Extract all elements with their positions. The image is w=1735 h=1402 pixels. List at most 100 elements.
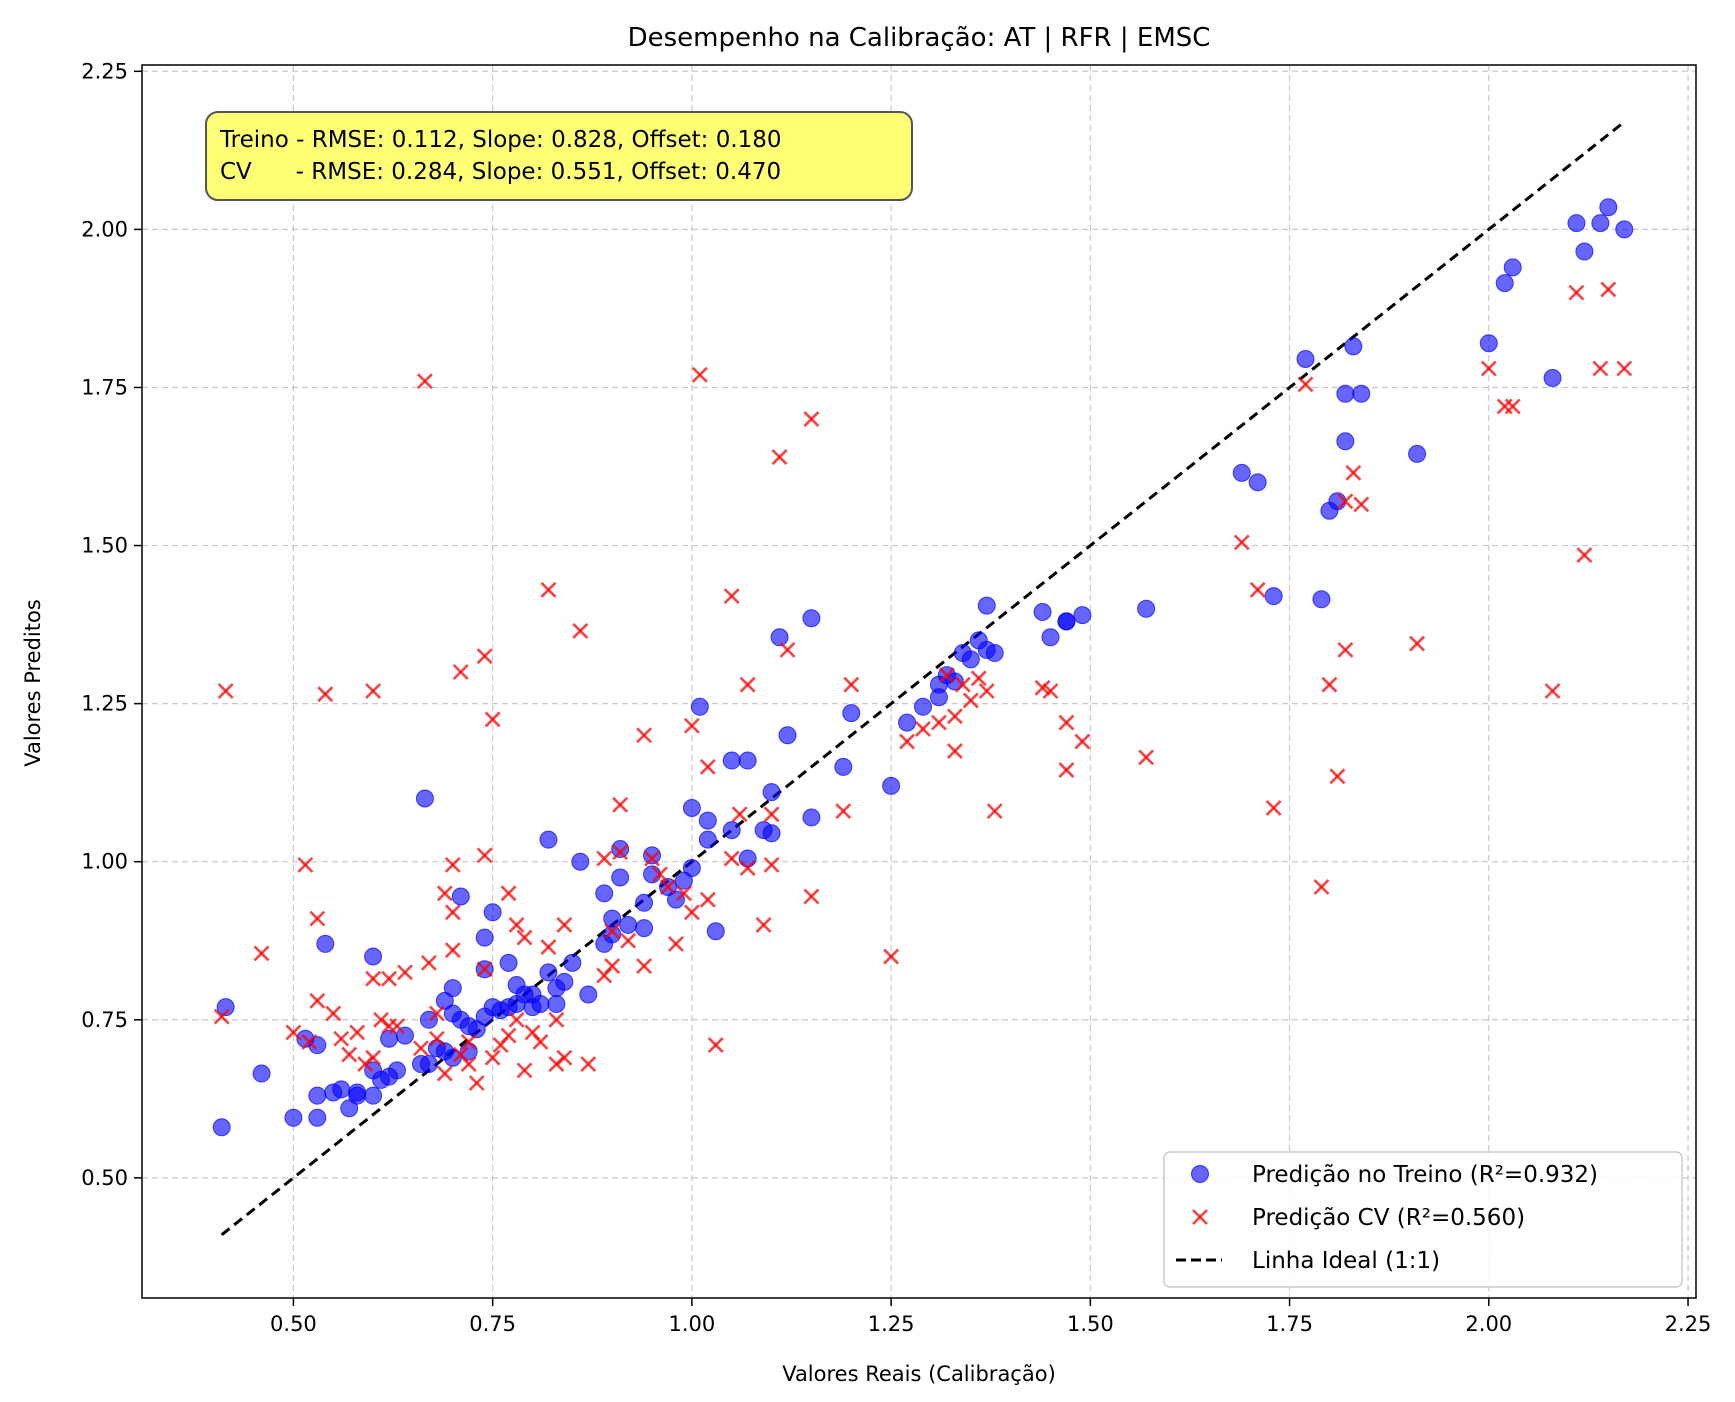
cv-point [723, 588, 740, 605]
cv-point [1074, 733, 1091, 750]
cv-point [763, 856, 780, 873]
y-tick-label: 2.25 [81, 59, 128, 83]
train-point [415, 789, 434, 808]
cv-point [1313, 879, 1330, 895]
x-tick-label: 2.25 [1665, 1312, 1712, 1336]
cv-point [213, 1008, 230, 1025]
train-point [770, 628, 789, 647]
train-point [555, 972, 574, 991]
cv-point [1345, 464, 1362, 481]
cv-point [986, 803, 1003, 820]
train-point [539, 963, 558, 982]
train-point [1543, 368, 1562, 387]
cv-point [476, 961, 493, 978]
cv-point [978, 683, 995, 699]
cv-point [1504, 398, 1521, 415]
cv-point [1058, 714, 1075, 731]
train-point [332, 1080, 351, 1099]
cv-point [365, 683, 382, 699]
x-tick-label: 1.75 [1266, 1312, 1313, 1336]
train-point [1503, 258, 1522, 277]
train-point [364, 947, 383, 966]
train-point [1137, 599, 1156, 618]
train-point [603, 925, 622, 944]
x-tick-label: 1.00 [668, 1312, 715, 1336]
cv-point [365, 1049, 382, 1066]
y-axis-ticks: 0.50 0.75 1.00 1.25 1.50 1.75 2.00 2.25 [81, 59, 142, 1190]
cv-point [452, 664, 469, 680]
cv-point [1568, 284, 1585, 301]
train-point [451, 887, 470, 906]
cv-point [476, 847, 493, 864]
train-point [595, 884, 614, 903]
cv-point [1321, 676, 1338, 693]
train-point [419, 1055, 438, 1074]
cv-point [580, 1056, 597, 1072]
cv-point [675, 885, 692, 902]
train-point [898, 713, 917, 732]
train-point [388, 1061, 407, 1080]
train-point [1328, 492, 1347, 511]
cv-point [954, 676, 971, 693]
cv-point [444, 856, 461, 873]
train-point [483, 903, 502, 922]
train-point [635, 893, 654, 912]
cv-point [1329, 768, 1346, 785]
train-point [1336, 384, 1355, 403]
cv-point [253, 945, 270, 962]
cv-point [484, 711, 501, 728]
cv-point [508, 917, 525, 933]
train-point [698, 830, 717, 849]
cv-point [683, 717, 700, 734]
cv-point [604, 923, 621, 940]
cv-point [803, 888, 820, 905]
cv-point [1600, 281, 1617, 298]
train-point [579, 985, 598, 1004]
cv-point [540, 939, 557, 955]
train-point [571, 852, 590, 871]
cv-point [699, 891, 716, 908]
train-point [1567, 214, 1586, 233]
cv-point [1233, 534, 1250, 551]
train-point [802, 808, 821, 827]
train-point [1296, 350, 1315, 369]
train-point [611, 868, 630, 887]
train-point [212, 1118, 231, 1137]
cv-point [1616, 360, 1633, 377]
train-point [284, 1108, 303, 1127]
cv-point [835, 803, 852, 820]
train-point [834, 757, 853, 776]
cv-point [636, 958, 652, 974]
cv-point [444, 904, 461, 921]
train-point [690, 697, 709, 716]
cv-point [1249, 581, 1266, 598]
train-point [1408, 444, 1427, 463]
train-point [842, 704, 861, 723]
cv-point [349, 1024, 366, 1041]
cv-point [548, 1011, 565, 1028]
train-point [531, 994, 550, 1013]
cv-point [556, 917, 573, 933]
train-point [913, 697, 932, 716]
cv-point [1265, 800, 1282, 816]
cv-point [420, 954, 437, 971]
cv-point [341, 1046, 358, 1063]
cv-point [436, 885, 453, 902]
train-point [1615, 220, 1634, 239]
train-point [985, 644, 1004, 663]
x-tick-label: 0.75 [469, 1312, 516, 1336]
train-point [643, 865, 662, 884]
legend-cv-marker [1192, 1209, 1208, 1225]
cv-point [731, 806, 748, 823]
cv-point [1337, 641, 1354, 658]
cv-point [707, 1037, 724, 1053]
cv-point [803, 411, 820, 428]
cv-point [397, 964, 413, 981]
train-point [1248, 473, 1267, 492]
cv-point [604, 958, 621, 974]
cv-point [883, 948, 900, 965]
train-point [443, 979, 462, 998]
cv-point [739, 676, 756, 693]
train-point [1591, 214, 1610, 233]
cv-point [723, 850, 740, 867]
